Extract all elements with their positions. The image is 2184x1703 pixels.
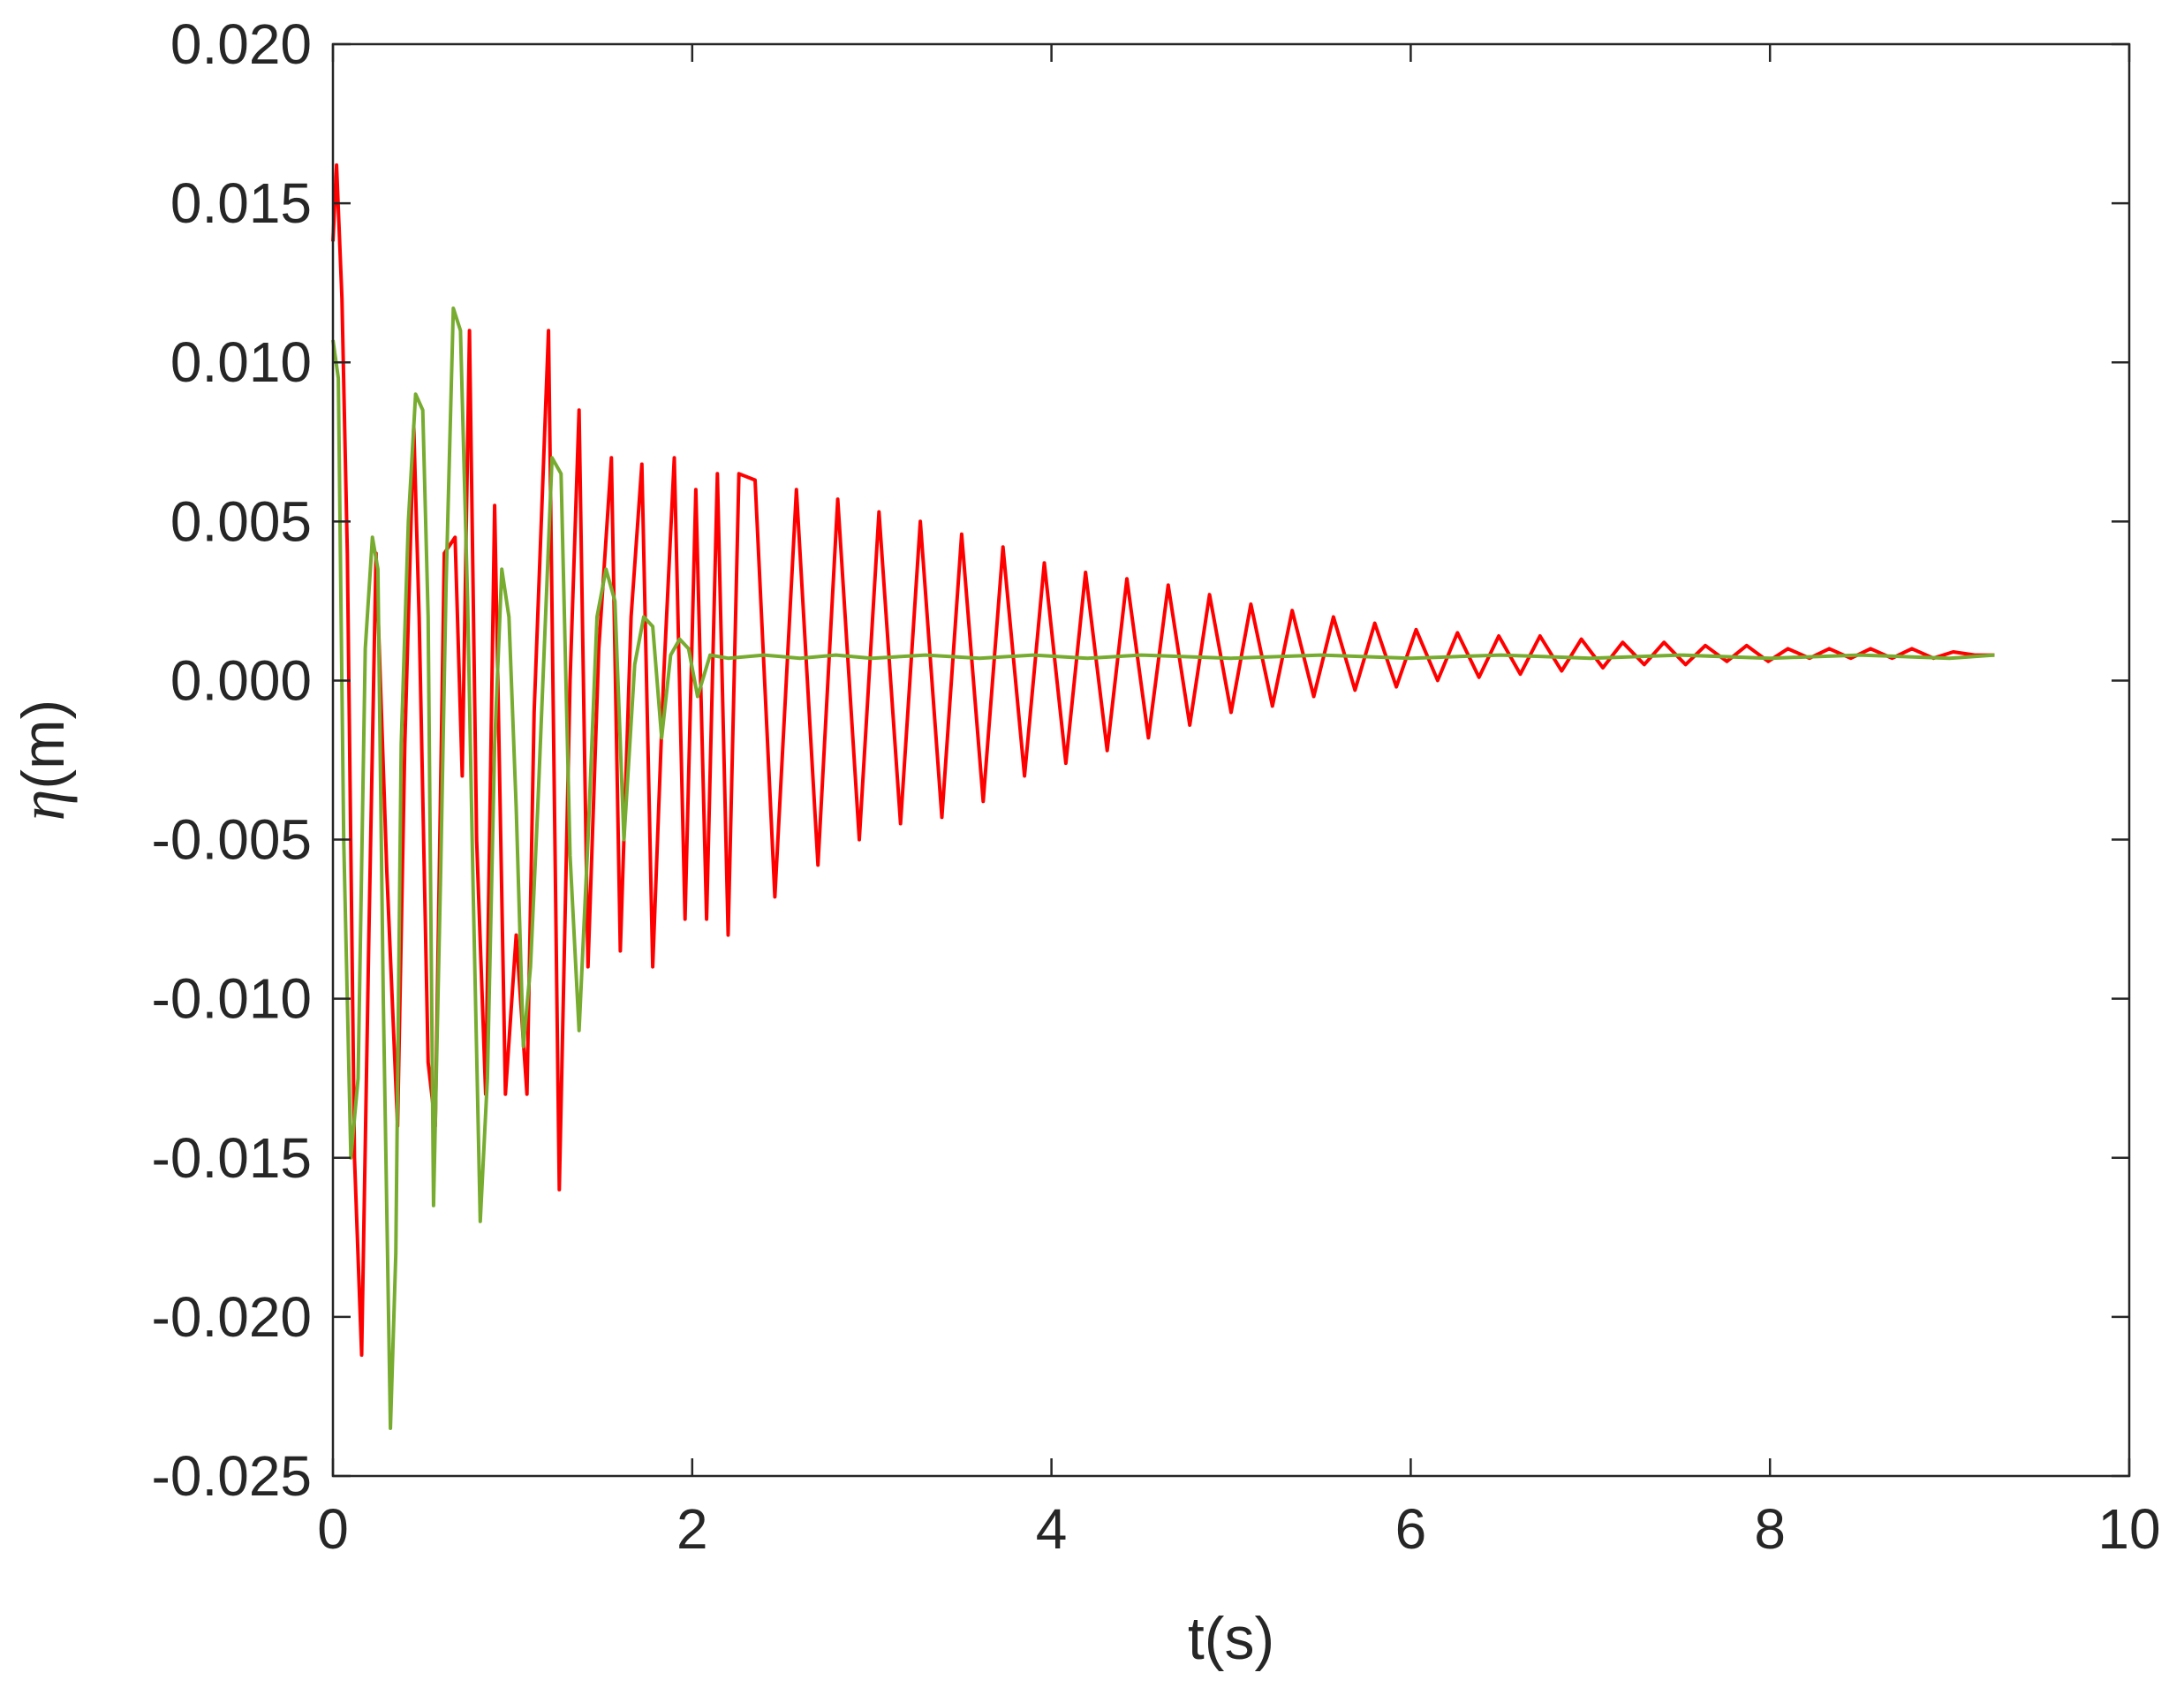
y-tick-label: 0.010 (170, 330, 312, 394)
y-tick-label: 0.000 (170, 648, 312, 712)
y-tick-label: 0.005 (170, 489, 312, 553)
series-line-2 (331, 307, 1995, 1430)
x-tick-label: 8 (1754, 1497, 1786, 1561)
x-tick-label: 4 (1036, 1497, 1068, 1561)
y-tick-label: -0.025 (152, 1444, 312, 1508)
y-tick-label: -0.020 (152, 1285, 312, 1349)
y-tick-label: 0.015 (170, 171, 312, 235)
x-tick-label: 10 (2097, 1497, 2160, 1561)
x-tick-label: 0 (317, 1497, 349, 1561)
y-axis-label-symbol: η (7, 790, 78, 821)
ticks (331, 42, 2131, 1478)
y-axis-label-unit: (m) (10, 700, 77, 790)
y-tick-label: 0.020 (170, 12, 312, 76)
y-tick-label: -0.010 (152, 967, 312, 1031)
y-axis-label: η(m) (7, 700, 78, 821)
x-axis-label: t(s) (1188, 1605, 1274, 1672)
tick-labels: 0 2 4 6 8 10 0.020 0.015 0.010 0.005 0.000 -0.005 -0… (152, 12, 2161, 1561)
y-tick-label: -0.005 (152, 808, 312, 872)
plot-lines (331, 163, 1995, 1430)
x-tick-label: 6 (1395, 1497, 1427, 1561)
axes-box (331, 42, 2131, 1478)
x-tick-label: 2 (676, 1497, 708, 1561)
y-tick-label: -0.015 (152, 1126, 312, 1190)
series-line-1 (331, 163, 1995, 1358)
